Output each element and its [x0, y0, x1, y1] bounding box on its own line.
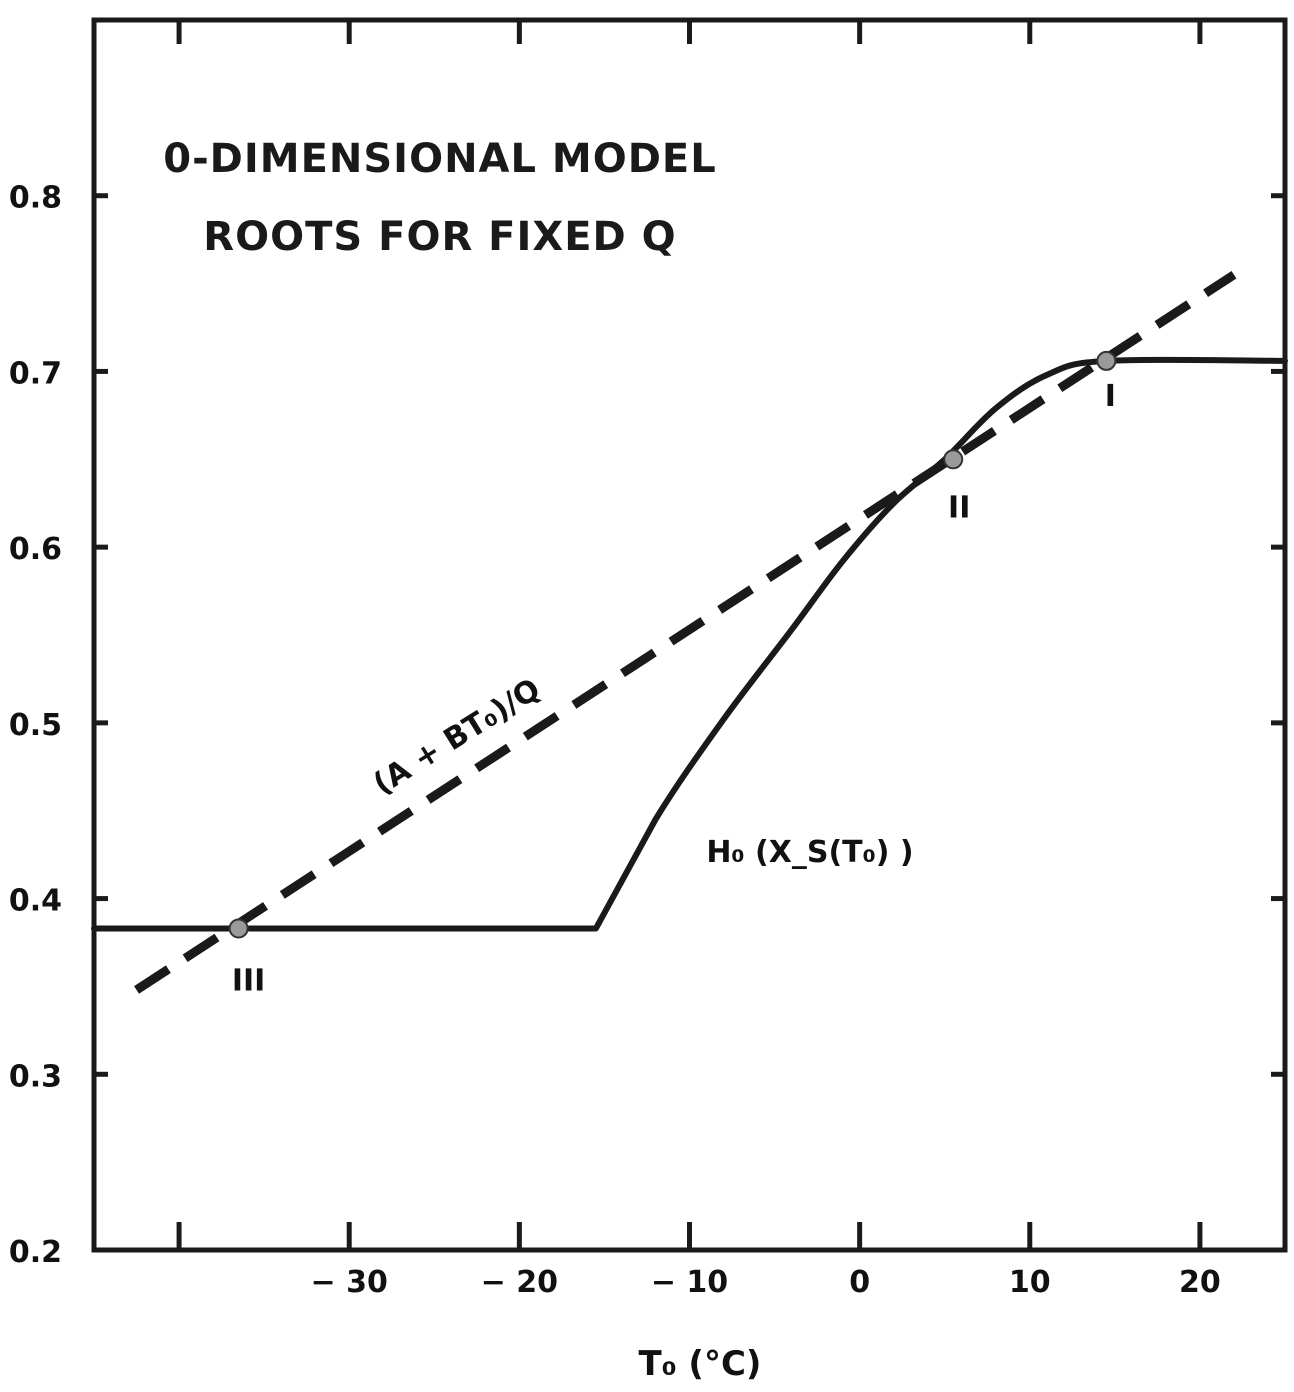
y-tick-label: 0.6 — [9, 532, 62, 567]
axis-ticks — [94, 20, 1285, 1250]
series-layer — [91, 271, 1288, 994]
x-tick-label: 20 — [1179, 1265, 1221, 1300]
chart-title-line-2: ROOTS FOR FIXED Q — [203, 214, 676, 260]
series-dashed-line — [134, 271, 1237, 994]
axis-tick-labels: − 30 − 20 − 10 0 10 20 0.2 0.3 0.4 0.5 0.6 0.7 0.8 — [9, 181, 1221, 1300]
y-tick-label: 0.4 — [9, 884, 62, 919]
plot-frame — [91, 17, 1288, 1253]
x-tick-label: − 30 — [311, 1265, 388, 1300]
x-axis-title: T₀ (°C) — [639, 1344, 762, 1384]
y-tick-label: 0.3 — [9, 1059, 62, 1094]
y-tick-label: 0.2 — [9, 1235, 62, 1270]
root-marker — [943, 449, 964, 470]
root-marker — [1096, 350, 1117, 371]
x-tick-label: 10 — [1009, 1265, 1051, 1300]
x-tick-label: 0 — [849, 1265, 870, 1300]
root-label: III — [232, 963, 266, 998]
series-solid-curve — [91, 356, 1288, 932]
y-tick-label: 0.8 — [9, 181, 62, 216]
root-label: I — [1105, 379, 1116, 414]
solid-curve-label: H₀ (X_S(T₀) ) — [706, 835, 913, 870]
x-tick-label: − 20 — [481, 1265, 558, 1300]
plot-border — [91, 17, 1288, 1253]
x-tick-label: − 10 — [651, 1265, 728, 1300]
root-marker — [228, 918, 249, 939]
root-label: II — [948, 490, 970, 525]
y-tick-label: 0.7 — [9, 356, 62, 391]
y-tick-label: 0.5 — [9, 708, 62, 743]
chart-title-line-1: 0-DIMENSIONAL MODEL — [163, 136, 717, 182]
